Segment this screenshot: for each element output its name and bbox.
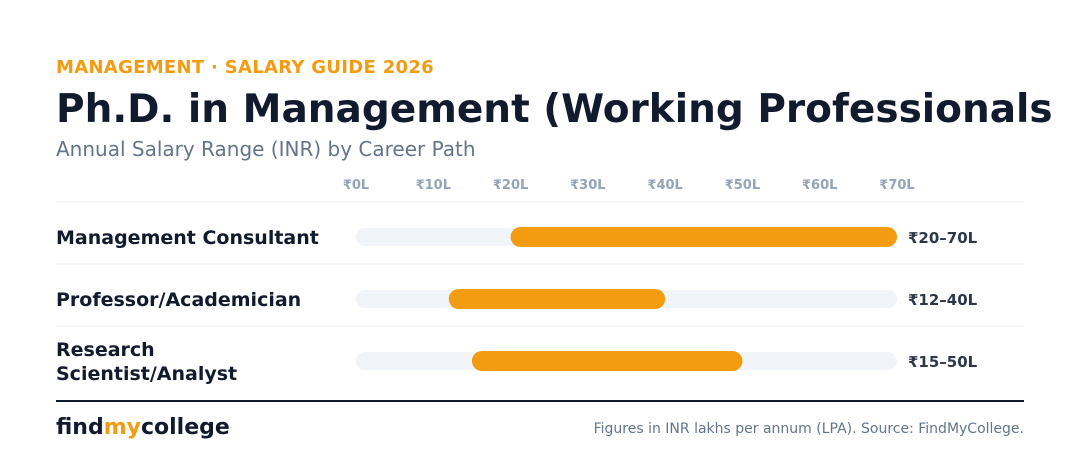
range-value-label-1: ₹12–40L <box>908 291 978 309</box>
brand-logo: findmycollege <box>56 415 230 440</box>
category-label-line: Management Consultant <box>56 227 319 249</box>
range-value-label-0: ₹20–70L <box>908 229 978 247</box>
category-label-0: Management Consultant <box>56 227 319 249</box>
x-tick-label-1: ₹10L <box>416 178 451 193</box>
category-label-line: Professor/Academician <box>56 289 301 311</box>
source-footnote: Figures in INR lakhs per annum (LPA). So… <box>593 421 1024 437</box>
range-bar-1 <box>448 289 666 309</box>
x-tick-label-2: ₹20L <box>493 178 528 193</box>
category-label-1: Professor/Academician <box>56 289 301 311</box>
brand-part-find: find <box>56 415 104 440</box>
x-tick-label-6: ₹60L <box>802 178 837 193</box>
x-tick-label-7: ₹70L <box>879 178 914 193</box>
chart-title: Ph.D. in Management (Working Professiona… <box>56 87 1053 132</box>
brand-part-college: college <box>140 415 230 440</box>
x-tick-label-4: ₹40L <box>647 178 682 193</box>
category-label-line: Scientist/Analyst <box>56 363 237 385</box>
category-label-2: Research Scientist/Analyst <box>56 339 237 385</box>
footer-divider <box>56 400 1024 402</box>
x-tick-label-3: ₹30L <box>570 178 605 193</box>
brand-part-my: my <box>103 415 141 440</box>
chart-subtitle: Annual Salary Range (INR) by Career Path <box>56 137 476 161</box>
chart-eyebrow: MANAGEMENT · SALARY GUIDE 2026 <box>56 57 434 78</box>
x-tick-label-0: ₹0L <box>343 178 369 193</box>
range-bar-2 <box>471 351 743 371</box>
x-tick-label-5: ₹50L <box>725 178 760 193</box>
range-value-label-2: ₹15–50L <box>908 353 978 371</box>
category-label-line: Research <box>56 339 155 361</box>
range-bar-0 <box>510 227 897 247</box>
